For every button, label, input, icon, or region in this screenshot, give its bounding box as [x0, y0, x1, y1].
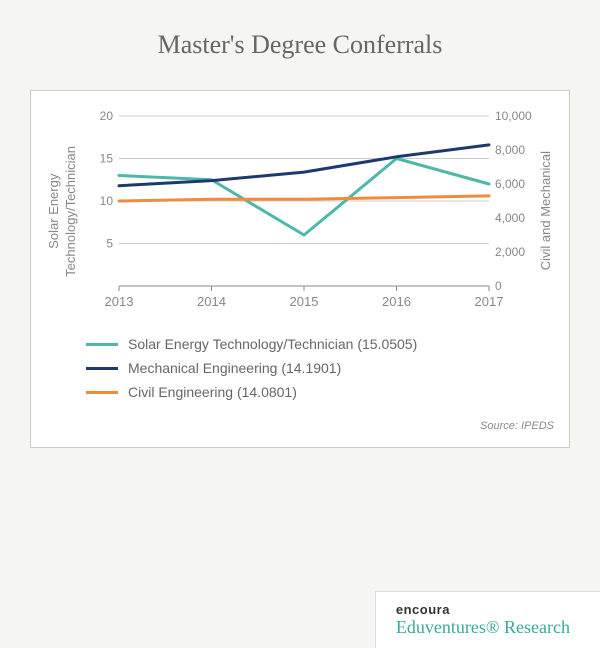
svg-text:4,000: 4,000	[495, 211, 525, 225]
legend-label: Civil Engineering (14.0801)	[128, 384, 297, 400]
legend-swatch	[86, 367, 118, 370]
chart-title: Master's Degree Conferrals	[30, 30, 570, 60]
svg-text:20: 20	[99, 111, 113, 123]
legend: Solar Energy Technology/Technician (15.0…	[46, 336, 554, 400]
legend-swatch	[86, 391, 118, 394]
footer-brand: encoura Eduventures® Research	[375, 591, 600, 648]
plot-row: Solar EnergyTechnology/Technician 5 10 15 2…	[46, 111, 554, 311]
svg-text:6,000: 6,000	[495, 177, 525, 191]
y-axis-left-label: Solar EnergyTechnology/Technician	[46, 146, 80, 277]
svg-text:2013: 2013	[104, 294, 133, 309]
svg-text:2016: 2016	[382, 294, 411, 309]
brand-encoura: encoura	[396, 602, 570, 617]
chart-box: Solar EnergyTechnology/Technician 5 10 15 2…	[30, 90, 570, 448]
line-chart: 5 10 15 20 0 2,000 4,000 6,000 8,000 10,000 2013 20…	[84, 111, 534, 311]
svg-text:0: 0	[495, 279, 502, 293]
legend-item: Civil Engineering (14.0801)	[86, 384, 554, 400]
legend-label: Solar Energy Technology/Technician (15.0…	[128, 336, 417, 352]
svg-text:2014: 2014	[197, 294, 226, 309]
svg-text:15: 15	[99, 152, 113, 166]
svg-text:5: 5	[106, 237, 113, 251]
svg-text:2015: 2015	[289, 294, 318, 309]
svg-text:2,000: 2,000	[495, 245, 525, 259]
svg-text:10,000: 10,000	[495, 111, 532, 123]
legend-item: Solar Energy Technology/Technician (15.0…	[86, 336, 554, 352]
svg-text:8,000: 8,000	[495, 143, 525, 157]
plot-area: 5 10 15 20 0 2,000 4,000 6,000 8,000 10,000 2013 20…	[84, 111, 534, 311]
y-axis-right-label: Civil and Mechanical	[538, 151, 555, 270]
svg-text:2017: 2017	[474, 294, 503, 309]
legend-swatch	[86, 343, 118, 346]
chart-container: Master's Degree Conferrals Solar EnergyT…	[0, 0, 600, 648]
legend-label: Mechanical Engineering (14.1901)	[128, 360, 341, 376]
svg-text:10: 10	[99, 194, 113, 208]
legend-item: Mechanical Engineering (14.1901)	[86, 360, 554, 376]
brand-eduventures: Eduventures® Research	[396, 617, 570, 638]
source-text: Source: IPEDS	[46, 420, 554, 432]
